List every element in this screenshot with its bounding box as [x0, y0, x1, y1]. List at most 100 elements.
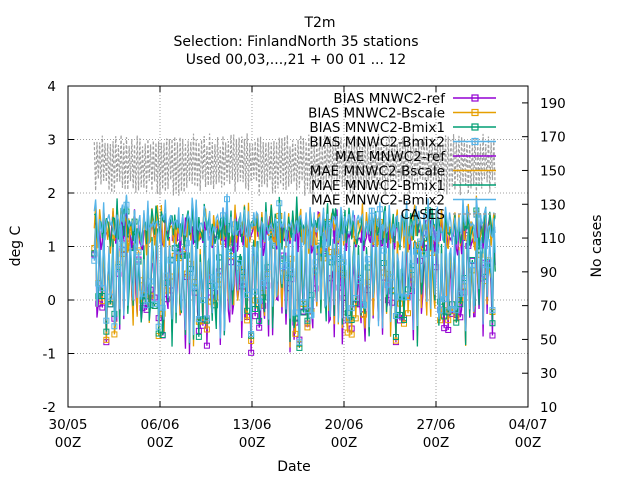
series-marker-3 [195, 333, 202, 340]
series-marker-4 [159, 304, 166, 311]
series-marker-4 [163, 272, 170, 279]
series-marker-4 [352, 294, 359, 301]
series-marker-4 [328, 255, 335, 262]
series-marker-4 [195, 316, 202, 323]
y2-tick-label: 170 [540, 130, 566, 146]
y-tick-label: 0 [47, 293, 56, 309]
series-marker-3 [256, 317, 263, 324]
legend-label: BIAS MNWC2-Bscale [308, 106, 445, 122]
series-marker-4 [215, 271, 222, 278]
series-marker-1 [203, 342, 210, 349]
series-marker-1 [457, 314, 464, 321]
series-marker-4 [308, 311, 315, 318]
series-marker-4 [191, 282, 198, 289]
series-marker-4 [437, 307, 444, 314]
series-marker-4 [457, 290, 464, 297]
series-marker-3 [400, 316, 407, 323]
series-marker-2 [352, 315, 359, 322]
series-marker-4 [103, 317, 110, 324]
series-marker-4 [95, 280, 102, 287]
series-marker-1 [356, 301, 363, 308]
series-marker-1 [489, 332, 496, 339]
series-marker-4 [360, 302, 367, 309]
series-marker-4 [312, 259, 319, 266]
series-marker-4 [396, 293, 403, 300]
series-marker-4 [115, 266, 122, 273]
y-tick-label: 3 [47, 133, 56, 149]
series-marker-3 [159, 332, 166, 339]
legend-label: MAE MNWC2-Bscale [310, 164, 445, 180]
series-marker-1 [99, 304, 106, 311]
x-tick-label-date: 06/06 [141, 417, 180, 433]
series-marker-4 [151, 301, 158, 308]
series-marker-4 [256, 297, 263, 304]
series-marker-3 [155, 330, 162, 337]
series-marker-4 [469, 262, 476, 269]
series-marker-4 [252, 288, 259, 295]
legend-label: CASES [401, 207, 445, 223]
series-marker-4 [260, 279, 267, 286]
series-marker-4 [489, 307, 496, 314]
plot-data [91, 133, 496, 356]
series-marker-4 [344, 316, 351, 323]
legend-marker [471, 123, 479, 131]
legend-label: MAE MNWC2-ref [335, 149, 446, 165]
series-marker-3 [304, 317, 311, 324]
series-marker-3 [441, 313, 448, 320]
series-marker-2 [405, 310, 411, 317]
y2-tick-label: 30 [540, 366, 557, 382]
legend-marker [471, 108, 479, 117]
series-marker-4 [284, 262, 291, 269]
y2-tick-label: 150 [540, 163, 566, 179]
y2-tick-label: 130 [540, 197, 566, 213]
y-tick-label: 4 [47, 79, 56, 95]
series-marker-4 [244, 291, 251, 298]
series-marker-4 [413, 248, 420, 255]
chart-title: T2m [303, 15, 335, 31]
series-marker-3 [244, 307, 251, 314]
series-marker-2 [445, 317, 452, 324]
series-line-4 [93, 199, 496, 343]
x-tick-label-date: 27/06 [417, 417, 456, 433]
series-marker-4 [392, 313, 399, 320]
axis-ticks: -2 -1 0 1 2 3 4 10 30 50 70 90 110 130 150 170 190 30/05 0… [43, 79, 566, 451]
series-marker-2 [244, 317, 251, 324]
series-marker-4 [135, 249, 142, 256]
series-marker-4 [409, 263, 416, 270]
legend-label: BIAS MNWC2-Bmix1 [309, 120, 445, 136]
series-marker-4 [296, 339, 303, 346]
series-marker-4 [340, 259, 347, 266]
series-marker-4 [203, 315, 210, 322]
series-marker-4 [175, 248, 182, 255]
y-tick-label: 1 [47, 240, 56, 256]
y2-tick-label: 190 [540, 96, 566, 112]
series-marker-2 [392, 337, 399, 344]
series-marker-4 [348, 305, 355, 312]
series-marker-4 [119, 242, 126, 249]
series-marker-4 [228, 251, 235, 258]
series-marker-3 [252, 305, 259, 312]
series-marker-4 [143, 302, 150, 309]
x-tick-label-hour: 00Z [55, 435, 81, 451]
y2-tick-label: 90 [540, 265, 557, 281]
series-marker-4 [167, 257, 174, 264]
series-marker-4 [139, 290, 146, 297]
legend-label: BIAS MNWC2-Bmix2 [309, 135, 445, 151]
series-marker-4 [485, 262, 492, 269]
x-axis-label: Date [277, 459, 310, 475]
series-marker-4 [405, 293, 411, 300]
y2-tick-label: 10 [540, 400, 557, 416]
series-line-cases [93, 133, 496, 196]
series-marker-4 [364, 256, 371, 263]
series-marker-3 [348, 317, 355, 324]
x-tick-label-date: 04/07 [509, 417, 548, 433]
series-marker-2 [292, 330, 299, 337]
series-marker-4 [211, 282, 218, 289]
series-marker-4 [264, 273, 271, 280]
grid-lines [68, 86, 528, 407]
series-marker-4 [199, 297, 206, 304]
series-marker-4 [236, 259, 243, 266]
series-marker-4 [300, 299, 307, 306]
series-marker-1 [252, 313, 259, 320]
